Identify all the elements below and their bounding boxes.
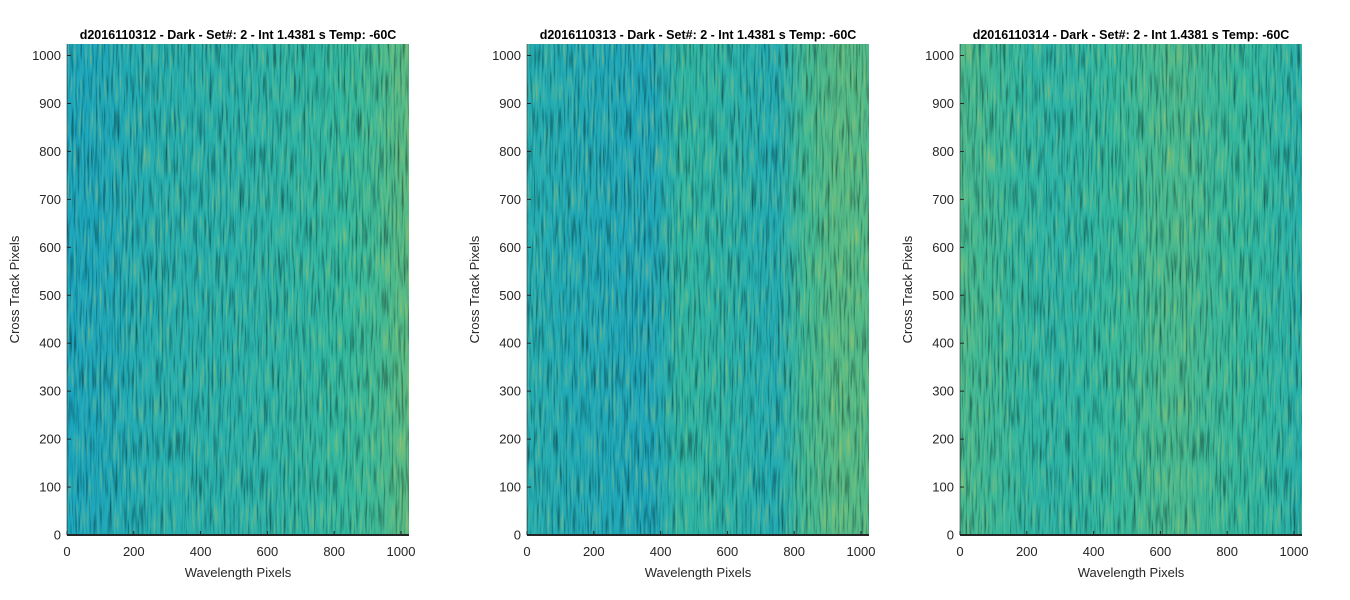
heatmap-noise [960, 44, 1302, 535]
x-tick-label: 1000 [1280, 544, 1309, 559]
y-tick-label: 100 [499, 480, 521, 495]
x-axis-label: Wavelength Pixels [645, 565, 752, 580]
chart-panel-3: 0 200 400 600 800 1000 0 100 200 300 400 500 600 700 8… [900, 28, 1308, 580]
heatmap-noise [67, 44, 409, 535]
x-axis-label: Wavelength Pixels [1078, 565, 1185, 580]
y-tick-label: 400 [39, 336, 61, 351]
x-tick-label: 200 [1016, 544, 1038, 559]
chart-panel-1: 0 200 400 600 800 1000 0 100 200 300 400 500 600 700 8… [7, 28, 415, 580]
x-tick-label: 800 [323, 544, 345, 559]
y-tick-label: 100 [932, 480, 954, 495]
y-tick-label: 100 [39, 480, 61, 495]
x-tick-label: 600 [257, 544, 279, 559]
y-tick-label: 400 [932, 336, 954, 351]
y-tick-label: 200 [499, 432, 521, 447]
y-tick-label: 500 [932, 288, 954, 303]
x-tick-label: 200 [583, 544, 605, 559]
y-tick-label: 600 [932, 240, 954, 255]
x-tick-label: 0 [63, 544, 70, 559]
x-tick-label: 600 [1150, 544, 1172, 559]
chart-panel-2: 0 200 400 600 800 1000 0 100 200 300 400 500 600 700 8… [467, 28, 875, 580]
y-axis-label: Cross Track Pixels [467, 235, 482, 343]
y-tick-label: 300 [499, 384, 521, 399]
y-tick-label: 400 [499, 336, 521, 351]
y-tick-label: 1000 [925, 48, 954, 63]
y-tick-label: 900 [932, 96, 954, 111]
y-tick-label: 0 [947, 528, 954, 543]
y-tick-label: 1000 [32, 48, 61, 63]
y-tick-label: 700 [499, 192, 521, 207]
y-tick-label: 300 [39, 384, 61, 399]
chart-title: d2016110313 - Dark - Set#: 2 - Int 1.438… [540, 28, 857, 42]
x-tick-label: 800 [783, 544, 805, 559]
x-tick-label: 200 [123, 544, 145, 559]
y-tick-label: 900 [39, 96, 61, 111]
y-tick-label: 500 [39, 288, 61, 303]
x-axis-label: Wavelength Pixels [185, 565, 292, 580]
x-tick-label: 400 [1083, 544, 1105, 559]
x-tick-label: 400 [650, 544, 672, 559]
x-tick-label: 400 [190, 544, 212, 559]
chart-title: d2016110314 - Dark - Set#: 2 - Int 1.438… [973, 28, 1290, 42]
x-tick-label: 0 [956, 544, 963, 559]
y-axis-label: Cross Track Pixels [7, 235, 22, 343]
y-tick-label: 600 [499, 240, 521, 255]
y-tick-label: 200 [932, 432, 954, 447]
y-tick-label: 700 [932, 192, 954, 207]
x-tick-label: 600 [717, 544, 739, 559]
x-tick-label: 1000 [847, 544, 876, 559]
y-tick-label: 800 [932, 144, 954, 159]
y-tick-label: 0 [54, 528, 61, 543]
y-tick-label: 300 [932, 384, 954, 399]
y-tick-label: 900 [499, 96, 521, 111]
chart-title: d2016110312 - Dark - Set#: 2 - Int 1.438… [80, 28, 397, 42]
y-tick-label: 600 [39, 240, 61, 255]
y-tick-label: 500 [499, 288, 521, 303]
x-tick-label: 800 [1216, 544, 1238, 559]
y-tick-label: 0 [514, 528, 521, 543]
x-tick-label: 1000 [387, 544, 416, 559]
y-tick-label: 200 [39, 432, 61, 447]
y-axis-label: Cross Track Pixels [900, 235, 915, 343]
x-tick-label: 0 [523, 544, 530, 559]
y-tick-label: 700 [39, 192, 61, 207]
y-tick-label: 800 [39, 144, 61, 159]
y-tick-label: 800 [499, 144, 521, 159]
y-tick-label: 1000 [492, 48, 521, 63]
heatmap-noise [527, 44, 869, 535]
